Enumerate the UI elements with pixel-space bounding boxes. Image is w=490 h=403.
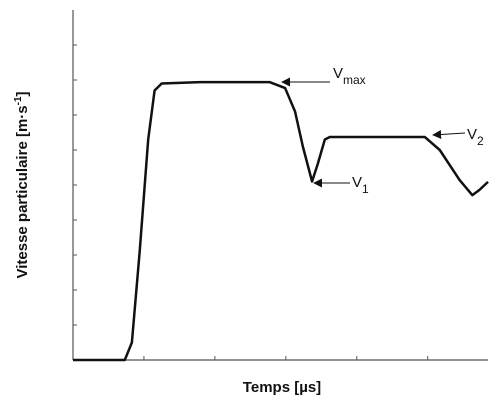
y-label-text: Vitesse particulaire [m·s bbox=[14, 105, 31, 278]
y-axis-label: Vitesse particulaire [m·s-1] bbox=[13, 91, 31, 278]
annotation-subscript: max bbox=[343, 73, 366, 87]
annotation-text: V bbox=[333, 65, 343, 82]
annotation-text: V bbox=[352, 174, 362, 191]
data-line bbox=[73, 80, 489, 362]
annotation-text: V bbox=[467, 126, 477, 143]
annotation: V1 bbox=[352, 174, 369, 196]
annotation-subscript: 2 bbox=[477, 134, 484, 148]
annotation-arrow bbox=[432, 130, 466, 139]
annotation-subscript: 1 bbox=[362, 182, 369, 196]
y-label-sup: -1 bbox=[13, 96, 24, 105]
annotation: Vmax bbox=[333, 65, 366, 87]
y-label-suffix: ] bbox=[14, 91, 31, 96]
x-axis-label: Temps [µs] bbox=[243, 379, 321, 396]
annotation: V2 bbox=[467, 126, 484, 148]
